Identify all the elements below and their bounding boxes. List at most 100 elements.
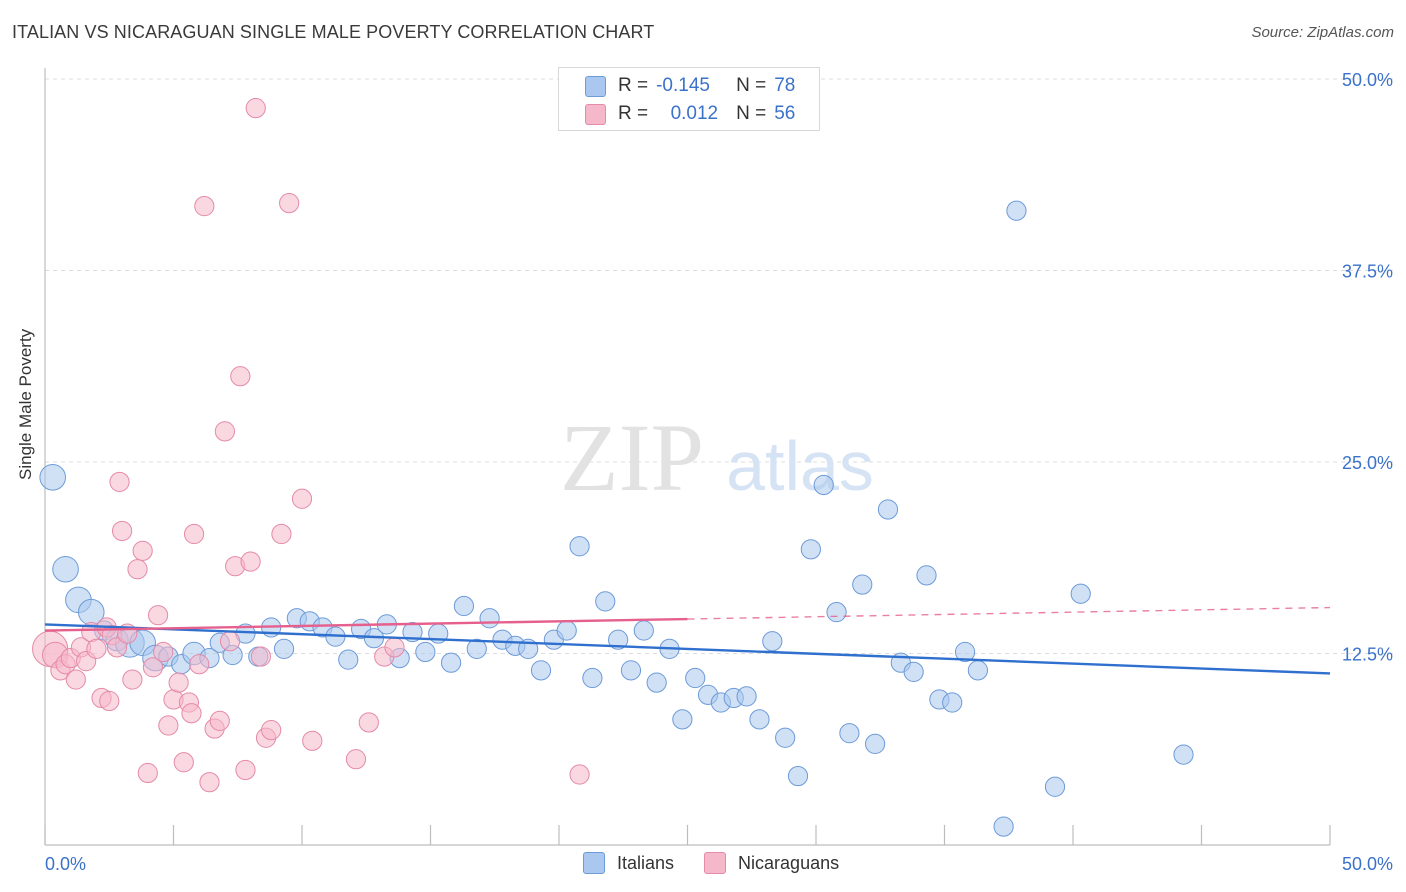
nicaraguan-point <box>245 98 266 119</box>
italian-point <box>775 727 796 748</box>
nicaraguan-point <box>147 605 169 626</box>
italian-point <box>633 620 654 641</box>
nicaraguan-point <box>279 192 300 214</box>
italian-point <box>646 672 667 693</box>
nicaraguan-point <box>235 759 256 781</box>
nicaraguan-point <box>189 654 210 675</box>
y-tick-label: 37.5% <box>1342 262 1393 282</box>
italian-point <box>556 620 577 641</box>
italian-point <box>967 660 989 681</box>
italian-point <box>787 765 809 787</box>
nicaraguan-point <box>127 559 148 580</box>
y-axis-label: Single Male Poverty <box>16 328 35 480</box>
nicaraguan-point <box>137 762 158 784</box>
italian-point <box>749 709 770 730</box>
italian-point <box>1044 776 1066 797</box>
italian-point <box>569 536 590 557</box>
italian-point <box>852 574 873 595</box>
italian-point <box>685 667 706 689</box>
nicaraguan-point <box>109 471 130 493</box>
italian-point <box>826 602 847 623</box>
nicaraguan-point <box>271 523 292 545</box>
nicaraguan-point <box>569 764 590 785</box>
legend-n-label: N = <box>736 75 767 96</box>
nicaraguan-point <box>132 540 153 561</box>
legend-r-value: -0.145 <box>656 75 710 96</box>
italian-point <box>338 649 359 670</box>
nicaraguan-point <box>199 772 220 793</box>
italian-point <box>402 621 423 643</box>
italian-point <box>916 565 937 586</box>
italian-point <box>530 660 552 681</box>
nicaraguan-point <box>358 712 379 733</box>
nicaraguan-point <box>122 669 143 690</box>
italian-point <box>813 474 834 496</box>
watermark: ZIP atlas <box>560 404 874 511</box>
italian-point <box>1070 583 1091 604</box>
nicaraguan-point <box>240 551 261 572</box>
italian-point <box>453 595 475 617</box>
trend-line-nicaraguans <box>44 617 688 632</box>
italian-point <box>479 608 500 629</box>
italian-point <box>415 641 436 663</box>
nicaraguan-point <box>194 196 215 217</box>
trend-line-nicaraguans-dashed <box>687 606 1331 620</box>
legend-row-nicaraguans: R = 0.012 N = 56 <box>585 103 795 125</box>
italian-point <box>608 629 629 650</box>
italian-point <box>440 652 462 673</box>
legend-r-label: R = <box>618 75 649 96</box>
nicaraguan-point <box>112 520 133 542</box>
legend-swatch-italians <box>583 852 605 874</box>
series-legend: Italians Nicaraguans <box>583 852 869 874</box>
italian-point <box>1173 744 1194 765</box>
italian-point <box>1006 200 1027 221</box>
x-tick-label: 50.0% <box>1342 854 1393 874</box>
legend-r-label: R = <box>618 103 649 124</box>
chart-title: ITALIAN VS NICARAGUAN SINGLE MALE POVERT… <box>12 22 655 42</box>
nicaraguan-point <box>173 752 194 773</box>
nicaraguan-point <box>384 637 405 658</box>
italian-point <box>993 816 1014 837</box>
italian-point <box>865 733 886 754</box>
nicaraguan-point <box>158 715 179 736</box>
italian-point <box>273 638 295 660</box>
y-tick-label: 12.5% <box>1342 645 1393 665</box>
italian-point <box>620 660 642 681</box>
italian-point <box>762 631 783 652</box>
trend-lines <box>44 606 1331 675</box>
y-tick-label: 25.0% <box>1342 453 1393 473</box>
correlation-legend: R = -0.145 N = 78 R = 0.012 N = 56 <box>558 67 820 131</box>
nicaraguan-point <box>302 730 323 751</box>
nicaraguan-point <box>142 657 164 678</box>
italian-point <box>39 464 67 491</box>
nicaraguan-point <box>106 637 128 658</box>
legend-r-value: 0.012 <box>670 103 719 124</box>
nicaraguan-point <box>181 703 202 724</box>
watermark-zip: ZIP <box>560 404 704 511</box>
legend-swatch-nicaraguans <box>704 852 727 874</box>
legend-label-nicaraguans: Nicaraguans <box>738 852 840 873</box>
italian-point <box>736 686 757 707</box>
axes <box>44 68 1331 846</box>
nicaraguan-point <box>261 720 282 741</box>
legend-n-label: N = <box>736 103 767 124</box>
y-tick-label: 50.0% <box>1342 70 1393 90</box>
italian-point <box>52 555 79 583</box>
watermark-atlas: atlas <box>726 427 874 505</box>
legend-item-nicaraguans: Nicaraguans <box>704 852 839 874</box>
x-tick-label: 0.0% <box>45 854 86 874</box>
legend-row-italians: R = -0.145 N = 78 <box>585 75 795 97</box>
nicaraguan-point <box>291 488 313 509</box>
italian-point <box>954 641 976 663</box>
italian-point <box>466 638 487 660</box>
nicaraguan-point <box>214 421 235 442</box>
italian-point <box>672 709 693 730</box>
legend-swatch-italians <box>585 75 606 97</box>
legend-item-italians: Italians <box>583 852 674 874</box>
nicaraguan-point <box>250 646 271 667</box>
italian-point <box>582 667 603 689</box>
nicaraguan-point <box>183 523 205 545</box>
legend-swatch-nicaraguans <box>585 103 606 125</box>
italian-point <box>839 723 860 744</box>
